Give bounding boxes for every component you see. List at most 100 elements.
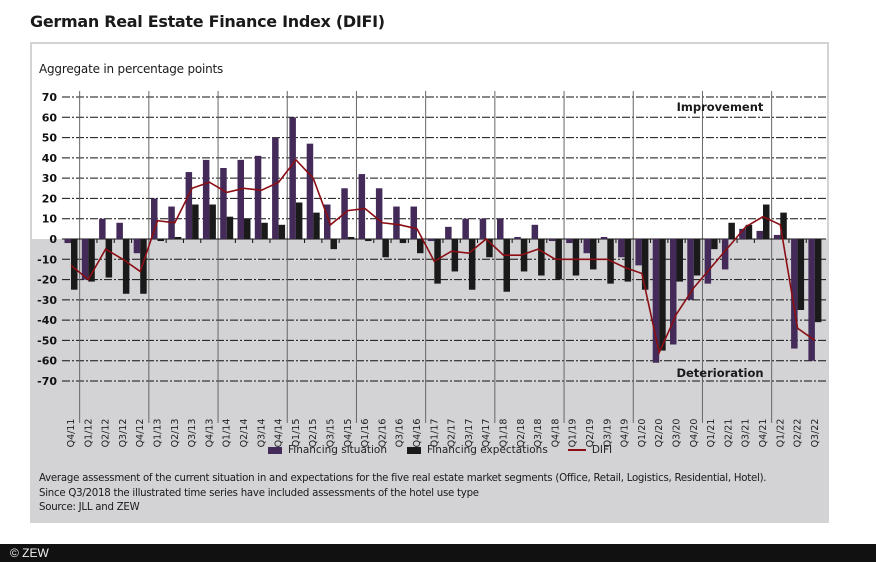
bar-financing-expectations bbox=[538, 239, 545, 276]
bar-financing-expectations bbox=[140, 239, 147, 294]
x-tick-label: Q2/22 bbox=[793, 419, 804, 448]
bar-financing-expectations bbox=[590, 239, 597, 270]
x-tick-label: Q1/13 bbox=[153, 419, 164, 448]
bar-financing-situation bbox=[151, 198, 158, 239]
bar-financing-situation bbox=[324, 204, 331, 239]
x-tick-label: Q1/16 bbox=[360, 419, 371, 448]
x-tick-label: Q3/21 bbox=[741, 419, 752, 448]
y-tick-label: 60 bbox=[42, 111, 58, 124]
bar-financing-expectations bbox=[278, 224, 286, 239]
x-tick-label: Q4/18 bbox=[550, 419, 561, 448]
annotation-improvement: Improvement bbox=[677, 100, 764, 114]
bar-financing-expectations bbox=[330, 239, 337, 250]
bar-financing-expectations bbox=[192, 204, 199, 239]
bar-financing-situation bbox=[427, 239, 435, 242]
bar-financing-expectations bbox=[486, 239, 493, 258]
bar-financing-expectations bbox=[226, 216, 234, 239]
bar-financing-expectations bbox=[261, 222, 268, 239]
bar-financing-expectations bbox=[347, 236, 355, 239]
x-tick-label: Q1/15 bbox=[291, 419, 302, 448]
x-tick-label: Q3/12 bbox=[118, 419, 129, 448]
y-tick-label: 70 bbox=[42, 91, 58, 104]
bar-financing-expectations bbox=[711, 239, 718, 250]
bar-financing-expectations bbox=[676, 239, 683, 282]
x-tick-label: Q2/19 bbox=[585, 419, 596, 448]
legend-item-expectations: Financing expectations bbox=[407, 444, 548, 456]
bar-financing-situation bbox=[289, 117, 296, 239]
chart-legend: Financing situation Financing expectatio… bbox=[268, 444, 612, 456]
bar-financing-situation bbox=[687, 239, 694, 300]
bar-financing-situation bbox=[358, 174, 366, 239]
x-tick-label: Q2/12 bbox=[101, 419, 112, 448]
y-tick-label: -70 bbox=[37, 375, 57, 388]
bar-financing-expectations bbox=[209, 204, 216, 239]
bar-financing-situation bbox=[773, 234, 781, 239]
y-tick-label: -10 bbox=[37, 253, 57, 266]
x-tick-label: Q3/15 bbox=[326, 419, 337, 448]
note-source: Source: JLL and ZEW bbox=[39, 502, 140, 513]
y-tick-label: 0 bbox=[49, 233, 57, 246]
x-tick-label: Q1/22 bbox=[775, 419, 786, 448]
y-tick-label: -50 bbox=[37, 334, 57, 347]
difi-line bbox=[70, 158, 816, 356]
bar-financing-situation bbox=[704, 239, 712, 284]
x-tick-label: Q3/20 bbox=[672, 419, 683, 448]
bar-financing-situation bbox=[670, 239, 677, 345]
bar-financing-situation bbox=[462, 218, 469, 239]
legend-item-difi: DIFI bbox=[567, 444, 613, 456]
bar-financing-situation bbox=[652, 239, 660, 363]
bar-financing-situation bbox=[306, 143, 314, 239]
bar-financing-situation bbox=[272, 137, 279, 239]
x-tick-label: Q4/15 bbox=[343, 419, 354, 448]
y-tick-label: -40 bbox=[37, 314, 57, 327]
bar-financing-expectations bbox=[313, 212, 320, 239]
chart-positive-area bbox=[32, 44, 827, 239]
bar-financing-expectations bbox=[382, 239, 389, 258]
x-tick-label: Q4/17 bbox=[481, 419, 492, 448]
x-tick-label: Q2/16 bbox=[377, 419, 388, 448]
legend-swatch-situation bbox=[268, 446, 282, 454]
x-tick-label: Q2/18 bbox=[516, 419, 527, 448]
x-tick-label: Q4/12 bbox=[135, 419, 146, 448]
bar-financing-situation bbox=[220, 168, 227, 239]
bar-financing-situation bbox=[133, 239, 141, 254]
x-tick-label: Q1/14 bbox=[222, 419, 233, 448]
bar-financing-situation bbox=[445, 226, 452, 239]
x-tick-label: Q2/21 bbox=[723, 419, 734, 448]
bar-financing-expectations bbox=[745, 224, 753, 239]
x-tick-label: Q1/12 bbox=[83, 419, 94, 448]
bar-financing-situation bbox=[202, 159, 210, 239]
y-tick-label: -30 bbox=[37, 294, 57, 307]
x-tick-label: Q3/17 bbox=[464, 419, 475, 448]
x-tick-label: Q3/16 bbox=[395, 419, 406, 448]
legend-swatch-expectations bbox=[407, 446, 421, 454]
x-tick-label: Q3/19 bbox=[602, 419, 613, 448]
bar-financing-expectations bbox=[728, 222, 735, 239]
bar-financing-situation bbox=[514, 236, 521, 239]
bar-financing-expectations bbox=[365, 239, 372, 242]
bar-financing-expectations bbox=[503, 239, 510, 292]
y-tick-label: 20 bbox=[42, 192, 58, 205]
x-tick-label: Q1/19 bbox=[568, 419, 579, 448]
annotation-deterioration: Deterioration bbox=[676, 366, 763, 380]
y-tick-label: -20 bbox=[37, 274, 57, 287]
note-line-2: Since Q3/2018 the illustrated time serie… bbox=[39, 487, 479, 499]
x-tick-label: Q3/22 bbox=[810, 419, 821, 448]
x-tick-label: Q1/17 bbox=[429, 419, 440, 448]
bar-financing-expectations bbox=[399, 239, 407, 244]
bar-financing-situation bbox=[410, 206, 417, 239]
bar-financing-expectations bbox=[451, 239, 459, 272]
bar-financing-situation bbox=[375, 188, 383, 239]
bar-financing-situation bbox=[99, 218, 106, 239]
y-tick-label: 40 bbox=[42, 152, 58, 165]
x-tick-label: Q4/21 bbox=[758, 419, 769, 448]
bar-financing-expectations bbox=[417, 239, 424, 254]
x-tick-label: Q2/13 bbox=[170, 419, 181, 448]
legend-label-difi: DIFI bbox=[591, 444, 613, 456]
bar-financing-situation bbox=[393, 206, 400, 239]
bar-financing-situation bbox=[81, 239, 89, 280]
x-axis: Q4/11 Q1/12 Q2/12 Q3/12 Q4/12 Q1/13 Q2/13 Q3/13… bbox=[66, 419, 821, 448]
bar-financing-situation bbox=[635, 239, 642, 266]
bar-financing-situation bbox=[739, 228, 746, 239]
